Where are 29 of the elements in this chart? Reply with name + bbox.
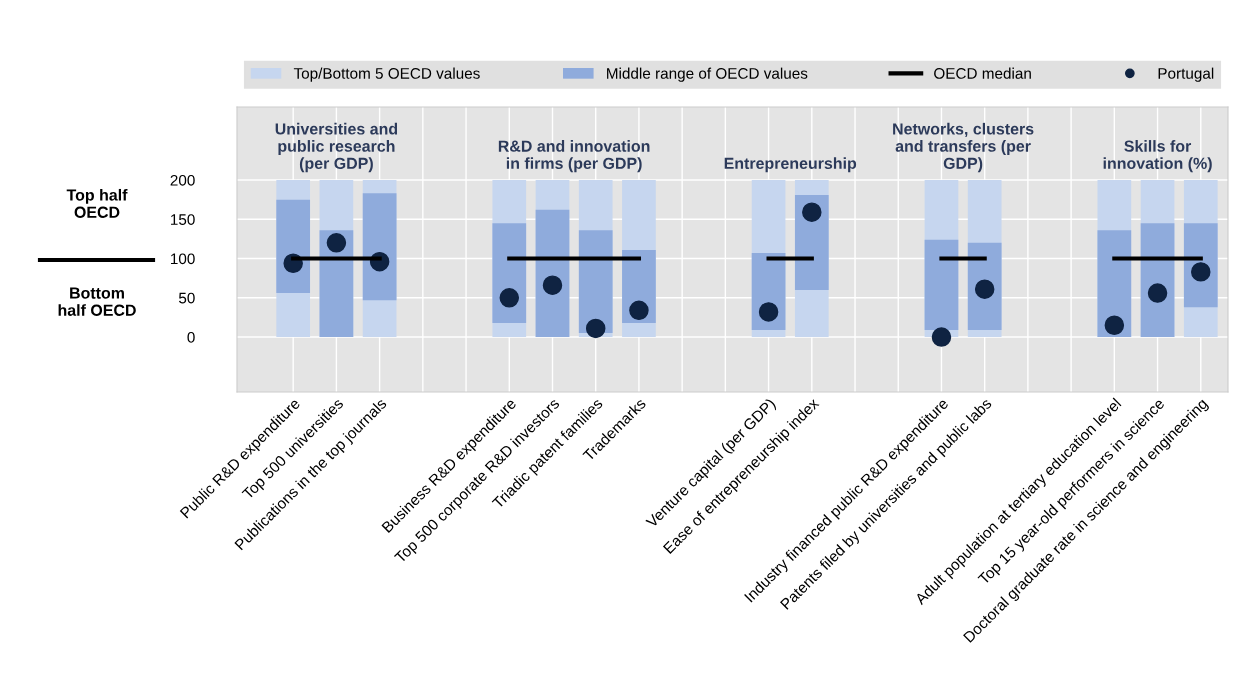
y-tick-label: 0 [187, 331, 195, 343]
point [1147, 283, 1168, 303]
y-tick-label: 50 [178, 292, 195, 304]
text: Top half OECD [66, 188, 128, 218]
point [629, 300, 649, 321]
y-tick-label: 200 [170, 174, 195, 186]
legend-label: Middle range of OECD values [607, 67, 808, 82]
annotation: Universities and public research (per GDP) [275, 122, 398, 173]
point [1191, 262, 1211, 282]
point [758, 302, 779, 322]
point [585, 318, 606, 339]
point [1104, 315, 1125, 336]
legend-label: Portugal [1158, 67, 1214, 82]
point [974, 279, 995, 299]
bar [535, 209, 570, 338]
y-tick-label: 100 [171, 253, 195, 265]
annotation: Entrepreneurship [724, 157, 857, 173]
annotation: Skills for innovation (%) [1103, 140, 1212, 173]
legend-label: Top/Bottom 5 OECD values [293, 67, 480, 82]
point [802, 202, 822, 222]
point [931, 327, 952, 347]
y-tick-label: 150 [171, 214, 195, 225]
text: Bottom half OECD [58, 287, 136, 316]
annotation: R&D and innovation in firms (per GDP) [498, 140, 650, 173]
point [542, 275, 563, 295]
legend-label: OECD median [934, 67, 1031, 79]
point [499, 288, 520, 308]
point [326, 233, 347, 253]
annotation: Networks, clusters and transfers (per GDP) [893, 122, 1034, 173]
